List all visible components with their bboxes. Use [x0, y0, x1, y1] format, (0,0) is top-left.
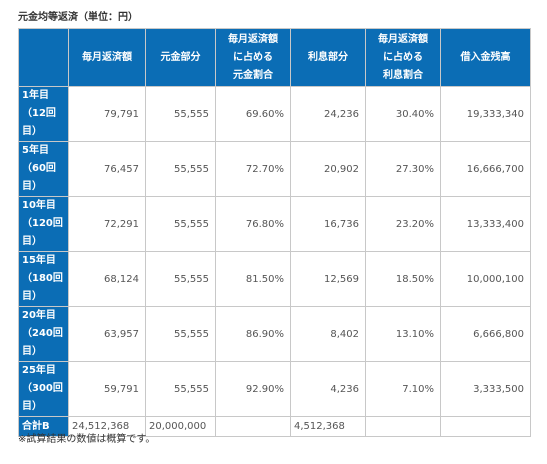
data-cell: 3,333,500 — [440, 361, 531, 417]
cell-line: （12回 — [22, 108, 56, 119]
data-cell: 55,555 — [145, 196, 216, 252]
cell-line: 目） — [22, 236, 42, 247]
cell-line: （180回 — [22, 273, 63, 284]
data-cell: 6,666,800 — [440, 306, 531, 362]
total-cell: 20,000,000 — [145, 416, 216, 437]
data-cell: 24,236 — [290, 86, 366, 142]
cell-line: 25年目 — [22, 365, 56, 376]
header-cell: 元金部分 — [145, 28, 216, 87]
data-cell: 16,736 — [290, 196, 366, 252]
row-header: 20年目 （240回目） — [18, 306, 69, 362]
data-cell: 55,555 — [145, 251, 216, 307]
data-cell: 8,402 — [290, 306, 366, 362]
data-cell: 55,555 — [145, 86, 216, 142]
cell-line: に占める — [383, 51, 423, 63]
cell-line: 目） — [22, 181, 42, 192]
header-cell: 利息部分 — [290, 28, 366, 87]
data-cell: 86.90% — [215, 306, 291, 362]
cell-line: 目） — [22, 401, 42, 412]
data-cell: 55,555 — [145, 141, 216, 197]
data-cell: 18.50% — [365, 251, 441, 307]
data-row: 1年目 （12回 目） 79,791 55,555 69.60% 24,236 30.40% 1… — [18, 86, 531, 142]
data-cell: 72.70% — [215, 141, 291, 197]
note: ※試算結果の数値は概算です。 — [18, 434, 156, 445]
table: 毎月返済額 元金部分 毎月返済額 に占める 元金割合 利息部分 毎月返済額 に占める 利息割合借… — [18, 28, 531, 437]
cell-line: 毎月返済額 — [378, 33, 428, 45]
data-row: 20年目 （240回目） 63,957 55,555 86.90% 8,402 13.10%… — [18, 306, 531, 362]
data-cell: 92.90% — [215, 361, 291, 417]
cell-line: 元金割合 — [233, 69, 273, 81]
data-cell: 7.10% — [365, 361, 441, 417]
cell-line: （60回 — [22, 163, 56, 174]
total-cell: 4,512,368 — [290, 416, 366, 437]
row-header: 5年目 （60回目） — [18, 141, 69, 197]
cell-line: 目） — [22, 346, 42, 357]
cell-line: に占める — [233, 51, 273, 63]
data-cell: 20,902 — [290, 141, 366, 197]
total-header: 合計B — [18, 416, 69, 437]
header-cell: 毎月返済額 — [68, 28, 146, 87]
cell-line: 利息割合 — [383, 69, 423, 81]
cell-line: （300回 — [22, 383, 63, 394]
row-header: 1年目 （12回目） — [18, 86, 69, 142]
data-cell: 30.40% — [365, 86, 441, 142]
cell-line: 15年目 — [22, 255, 56, 266]
data-cell: 81.50% — [215, 251, 291, 307]
row-header: 25年目 （300回目） — [18, 361, 69, 417]
data-cell: 16,666,700 — [440, 141, 531, 197]
data-cell: 10,000,100 — [440, 251, 531, 307]
data-cell: 69.60% — [215, 86, 291, 142]
data-row: 5年目 （60回目） 76,457 55,555 72.70% 20,902 27.30% 1… — [18, 141, 531, 197]
row-header: 10年目 （120回目） — [18, 196, 69, 252]
data-cell: 23.20% — [365, 196, 441, 252]
total-cell — [365, 416, 441, 437]
data-cell: 12,569 — [290, 251, 366, 307]
data-cell: 4,236 — [290, 361, 366, 417]
data-cell: 68,124 — [68, 251, 146, 307]
data-cell: 76.80% — [215, 196, 291, 252]
cell-line: 20年目 — [22, 310, 56, 321]
cell-line: 5年目 — [22, 145, 49, 156]
data-cell: 27.30% — [365, 141, 441, 197]
cell-line: 毎月返済額 — [228, 33, 278, 45]
total-cell — [215, 416, 291, 437]
cell-line: （120回 — [22, 218, 63, 229]
header-row: 毎月返済額 元金部分 毎月返済額 に占める 元金割合 利息部分 毎月返済額 に占める 利息割合借… — [18, 28, 531, 87]
cell-line: 10年目 — [22, 200, 56, 211]
cell-line: 1年目 — [22, 90, 49, 101]
data-cell: 59,791 — [68, 361, 146, 417]
data-cell: 13,333,400 — [440, 196, 531, 252]
data-cell: 55,555 — [145, 361, 216, 417]
data-cell: 63,957 — [68, 306, 146, 362]
data-cell: 79,791 — [68, 86, 146, 142]
data-cell: 72,291 — [68, 196, 146, 252]
data-row: 10年目 （120回目） 72,291 55,555 76.80% 16,736 23.20… — [18, 196, 531, 252]
data-cell: 76,457 — [68, 141, 146, 197]
total-cell — [440, 416, 531, 437]
header-cell: 毎月返済額に占める元金割合 — [215, 28, 291, 87]
data-cell: 19,333,340 — [440, 86, 531, 142]
data-cell: 13.10% — [365, 306, 441, 362]
cell-line: 目） — [22, 126, 42, 137]
data-row: 15年目 （180回目） 68,124 55,555 81.50% 12,569 18.50… — [18, 251, 531, 307]
data-row: 25年目 （300回目） 59,791 55,555 92.90% 4,236 7.10% 3… — [18, 361, 531, 417]
cell-line: 目） — [22, 291, 42, 302]
title: 元金均等返済（単位：円） — [18, 12, 138, 23]
header-cell: 借入金残高 — [440, 28, 531, 87]
header-cell: 毎月返済額に占める利息割合 — [365, 28, 441, 87]
cell-line: （240回 — [22, 328, 63, 339]
row-header: 15年目 （180回目） — [18, 251, 69, 307]
corner-cell — [18, 28, 69, 87]
total-row: 合計B 24,512,368 20,000,000 4,512,368 — [18, 416, 531, 437]
data-cell: 55,555 — [145, 306, 216, 362]
